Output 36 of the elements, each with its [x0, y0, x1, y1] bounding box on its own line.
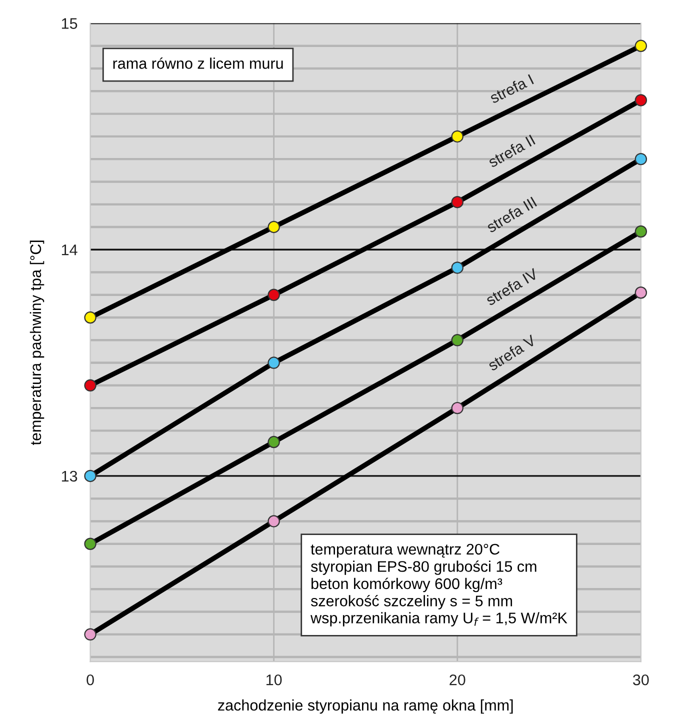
- x-tick-label: 10: [266, 674, 282, 686]
- point: [84, 470, 96, 482]
- point: [84, 379, 96, 392]
- annotation: temperatura wewnątrz 20°C styropian EPS-80 grubości 15 cm beton komórkowy 600 kg/m³ szerokość szczeliny s = 5 mm wsp.przenikania ramy U$_{f}$ = 1,5 W/m²K: [310, 544, 568, 626]
- point: [84, 628, 96, 641]
- point: [634, 225, 648, 238]
- text: strefa II: [487, 134, 536, 168]
- text: strefa IV: [484, 268, 539, 306]
- point: [268, 356, 280, 369]
- text: strefa III: [485, 196, 538, 234]
- x-tick-label: 30: [632, 674, 649, 686]
- point: [268, 288, 280, 301]
- point: [634, 152, 648, 166]
- point: [84, 538, 96, 550]
- point: [268, 515, 280, 528]
- y-tick-label: 14: [62, 244, 78, 256]
- y-axis-title: temperatura pachwiny tpa [°C]: [30, 240, 44, 446]
- annotation: rama równo z licem muru: [113, 57, 283, 69]
- x-tick-label: 0: [86, 674, 94, 686]
- point: [268, 220, 280, 234]
- point: [451, 196, 464, 208]
- point: [84, 311, 96, 324]
- point: [634, 94, 648, 106]
- point: [634, 40, 648, 52]
- point: [451, 130, 464, 143]
- point: [451, 334, 464, 346]
- y-tick-label: 13: [62, 470, 78, 482]
- y-tick-label: 15: [62, 18, 78, 29]
- x-tick-label: 20: [450, 674, 466, 686]
- point: [634, 286, 648, 299]
- x-axis-title: zachodzenie styropianu na ramę okna [mm]: [218, 699, 513, 714]
- point: [268, 436, 280, 448]
- text: strefa I: [488, 74, 534, 104]
- point: [451, 262, 464, 274]
- point: [451, 402, 464, 414]
- text: strefa V: [486, 334, 537, 372]
